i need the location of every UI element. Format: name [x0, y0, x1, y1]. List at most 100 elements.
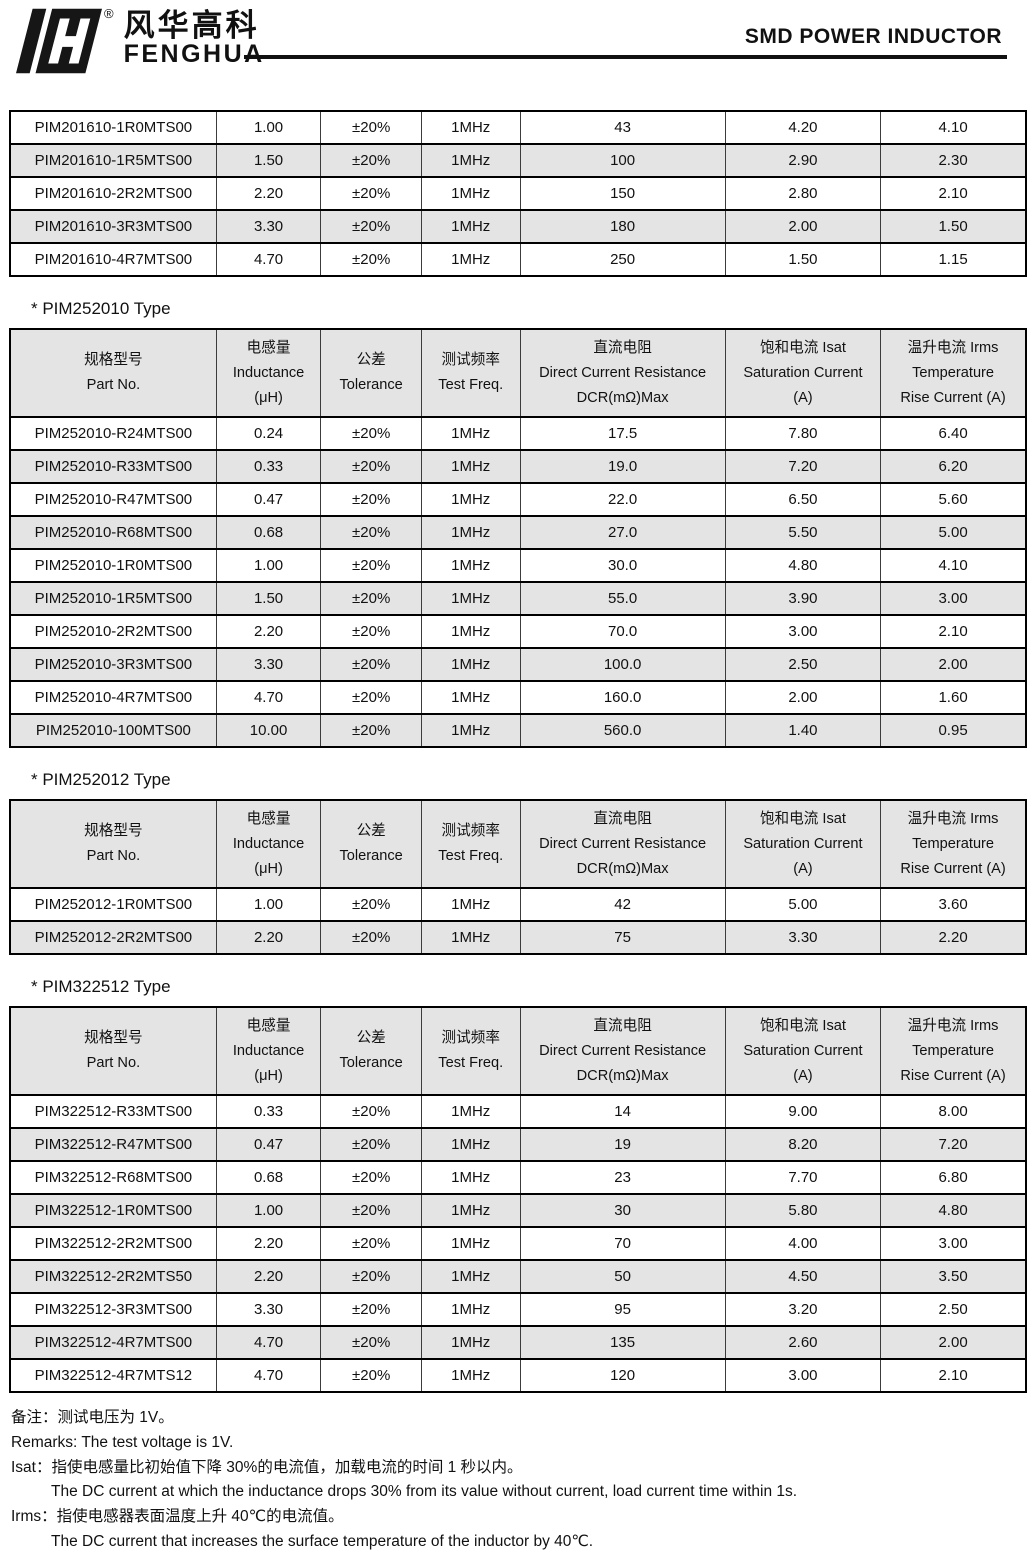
value-cell: 75	[519, 920, 726, 955]
value-cell: 2.00	[880, 647, 1027, 682]
value-cell: 560.0	[519, 713, 726, 748]
value-cell: 50	[519, 1259, 726, 1294]
value-cell: 5.60	[880, 482, 1027, 517]
table-row: PIM322512-R33MTS00 0.33 ±20% 1MHz 14 9.00 8.00	[9, 1094, 1027, 1129]
column-header: 饱和电流 Isat Saturation Current (A)	[724, 799, 882, 889]
column-header-line: Tolerance	[339, 1055, 403, 1071]
value-cell: 1MHz	[420, 143, 521, 178]
value-cell: 120	[519, 1358, 726, 1393]
column-header-line: Rise Current (A)	[900, 1067, 1006, 1084]
spec-tables-area: PIM201610-1R0MTS00 1.00 ±20% 1MHz 43 4.20 4.10…	[0, 110, 1036, 1393]
column-header-line: Saturation Current	[743, 1042, 863, 1059]
column-header-line: (A)	[793, 860, 813, 877]
column-header-line: Test Freq.	[438, 848, 504, 864]
column-header-line: Part No.	[86, 1055, 141, 1071]
value-cell: 1MHz	[420, 680, 521, 715]
value-cell: 8.00	[880, 1094, 1027, 1129]
value-cell: 1MHz	[420, 449, 521, 484]
column-header-line: Tolerance	[339, 848, 403, 864]
part-no-cell: PIM322512-4R7MTS00	[9, 1325, 217, 1360]
column-header-line: 电感量	[246, 810, 291, 827]
column-header: 规格型号 Part No.	[9, 799, 217, 889]
part-no-cell: PIM322512-2R2MTS00	[9, 1226, 217, 1261]
column-header: 公差 Tolerance	[320, 1006, 422, 1096]
value-cell: 30.0	[519, 548, 726, 583]
table-row: PIM252012-1R0MTS00 1.00 ±20% 1MHz 42 5.00 3.60	[9, 887, 1027, 922]
value-cell: 27.0	[519, 515, 726, 550]
value-cell: ±20%	[320, 449, 422, 484]
column-header: 温升电流 Irms Temperature Rise Current (A)	[880, 328, 1027, 418]
value-cell: 2.50	[880, 1292, 1027, 1327]
table-row: PIM322512-4R7MTS12 4.70 ±20% 1MHz 120 3.00 2.1…	[9, 1358, 1027, 1393]
column-header-line: Test Freq.	[438, 377, 504, 393]
part-no-cell: PIM252010-2R2MTS00	[9, 614, 217, 649]
section-heading: * PIM252010 Type	[31, 299, 171, 318]
column-header-line: Direct Current Resistance	[539, 835, 707, 852]
value-cell: 3.50	[880, 1259, 1027, 1294]
table-row: PIM252010-100MTS00 10.00 ±20% 1MHz 560.0 1.40…	[9, 713, 1027, 748]
column-header-line: 温升电流 Irms	[907, 339, 999, 356]
value-cell: 55.0	[519, 581, 726, 616]
brand-name-english: FENGHUA	[123, 40, 265, 68]
column-header-line: Direct Current Resistance	[539, 364, 707, 381]
spec-table: 规格型号 Part No. 电感量 Inductance (μH) 公差 Tolerance…	[9, 1006, 1027, 1393]
part-no-cell: PIM252010-4R7MTS00	[9, 680, 217, 715]
value-cell: 14	[519, 1094, 726, 1129]
value-cell: 4.70	[215, 1358, 322, 1393]
column-header-line: (A)	[793, 1067, 813, 1084]
value-cell: 1.50	[880, 209, 1027, 244]
table-row: PIM252010-1R0MTS00 1.00 ±20% 1MHz 30.0 4.80 4.…	[9, 548, 1027, 583]
value-cell: 150	[519, 176, 726, 211]
note-line: 备注：测试电压为 1V。	[11, 1409, 174, 1426]
value-cell: 1.00	[215, 548, 322, 583]
part-no-cell: PIM322512-4R7MTS12	[9, 1358, 217, 1393]
column-header-line: 公差	[356, 1030, 386, 1046]
value-cell: 22.0	[519, 482, 726, 517]
value-cell: 1MHz	[420, 482, 521, 517]
table-row: PIM201610-1R5MTS00 1.50 ±20% 1MHz 100 2.90 2.3…	[9, 143, 1027, 178]
column-header-line: 规格型号	[84, 1030, 143, 1046]
column-header-line: 公差	[356, 352, 386, 368]
value-cell: 2.20	[215, 920, 322, 955]
column-header-line: DCR(mΩ)Max	[576, 860, 669, 877]
page-header: ® 风华高科 FENGHUA SMD POWER INDUCTOR	[0, 0, 1036, 108]
value-cell: ±20%	[320, 920, 422, 955]
value-cell: 0.33	[215, 1094, 322, 1129]
value-cell: 3.30	[215, 647, 322, 682]
value-cell: 5.80	[724, 1193, 882, 1228]
column-header-line: Part No.	[86, 377, 141, 393]
section-heading: * PIM322512 Type	[31, 977, 171, 996]
value-cell: ±20%	[320, 548, 422, 583]
brand-text: 风华高科 FENGHUA	[124, 10, 265, 67]
part-no-cell: PIM201610-4R7MTS00	[9, 242, 217, 277]
part-no-cell: PIM322512-R33MTS00	[9, 1094, 217, 1129]
column-header: 饱和电流 Isat Saturation Current (A)	[724, 1006, 882, 1096]
part-no-cell: PIM252010-R47MTS00	[9, 482, 217, 517]
part-no-cell: PIM252010-100MTS00	[9, 713, 217, 748]
value-cell: ±20%	[320, 176, 422, 211]
value-cell: 3.90	[724, 581, 882, 616]
table-row: PIM322512-R68MTS00 0.68 ±20% 1MHz 23 7.70 6.80	[9, 1160, 1027, 1195]
value-cell: 95	[519, 1292, 726, 1327]
value-cell: ±20%	[320, 581, 422, 616]
value-cell: 1.00	[215, 1193, 322, 1228]
table-row: PIM201610-4R7MTS00 4.70 ±20% 1MHz 250 1.50 1.1…	[9, 242, 1027, 277]
column-header-line: DCR(mΩ)Max	[576, 1067, 669, 1084]
value-cell: 4.70	[215, 242, 322, 277]
value-cell: 3.00	[880, 1226, 1027, 1261]
notes: 备注：测试电压为 1V。 Remarks: The test voltage is…	[11, 1406, 1036, 1555]
column-header-line: Saturation Current	[743, 835, 863, 852]
value-cell: 2.10	[880, 176, 1027, 211]
spec-table: 规格型号 Part No. 电感量 Inductance (μH) 公差 Tolerance…	[9, 799, 1027, 955]
part-no-cell: PIM201610-1R5MTS00	[9, 143, 217, 178]
value-cell: 0.47	[215, 482, 322, 517]
table-row: PIM322512-R47MTS00 0.47 ±20% 1MHz 19 8.20 7.20	[9, 1127, 1027, 1162]
value-cell: 1MHz	[420, 515, 521, 550]
value-cell: 100.0	[519, 647, 726, 682]
table-row: PIM252010-2R2MTS00 2.20 ±20% 1MHz 70.0 3.00 2.…	[9, 614, 1027, 649]
section-heading: * PIM252012 Type	[31, 770, 171, 789]
column-header: 公差 Tolerance	[320, 328, 422, 418]
value-cell: 4.80	[724, 548, 882, 583]
value-cell: 8.20	[724, 1127, 882, 1162]
value-cell: ±20%	[320, 515, 422, 550]
